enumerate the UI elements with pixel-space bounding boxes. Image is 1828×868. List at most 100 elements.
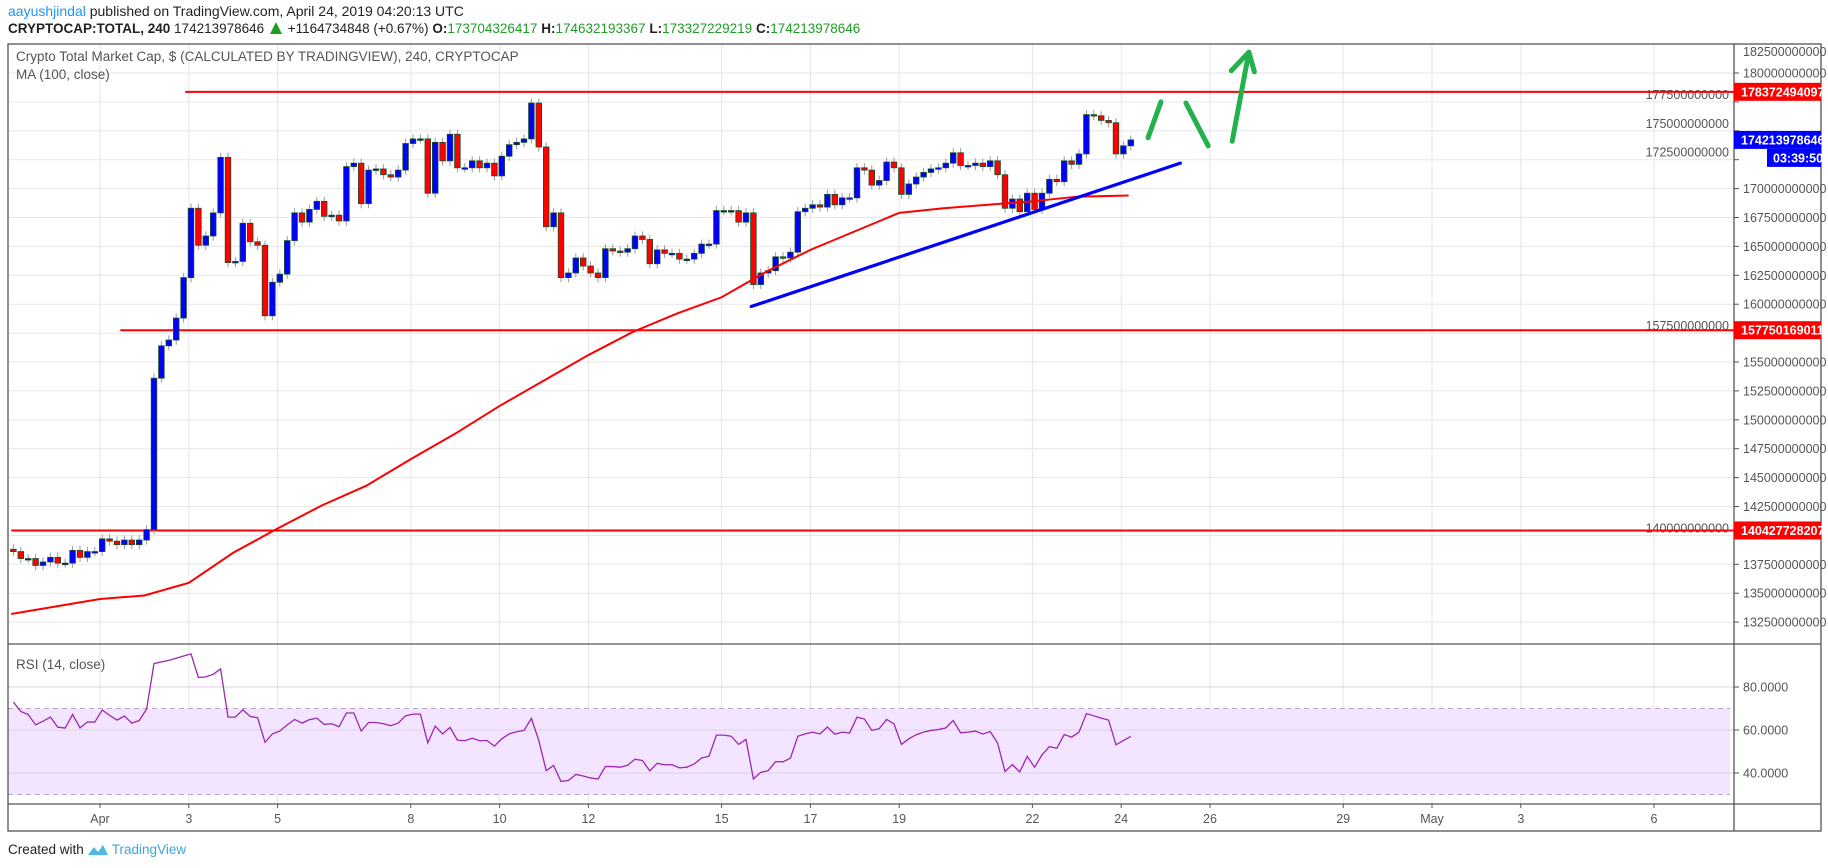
candle	[920, 167, 927, 182]
candle-up-body	[839, 197, 846, 206]
last-price-label-bg	[1734, 130, 1821, 149]
candle-down-body	[76, 550, 84, 558]
rsi-legend[interactable]: RSI (14, close)	[16, 657, 106, 672]
candle-up-body	[802, 207, 809, 213]
price-line-label-bg	[1734, 82, 1821, 101]
candle	[831, 189, 838, 210]
open-label: O:	[432, 21, 448, 36]
candle-up-body	[468, 160, 476, 169]
candle-down-body	[831, 193, 838, 206]
candle	[942, 158, 949, 173]
candle-up-body	[698, 243, 705, 254]
candle	[498, 151, 505, 181]
candle-up-body	[446, 133, 454, 162]
candle-up-body	[69, 550, 76, 564]
candle-down-body	[1068, 160, 1075, 165]
y-tick-label: 137500000000	[1743, 558, 1826, 572]
candle-down-body	[750, 212, 757, 285]
candle	[357, 158, 365, 209]
candle	[594, 268, 602, 283]
candle-down-body	[994, 160, 1001, 176]
candle	[320, 196, 328, 221]
candle	[935, 163, 942, 174]
candle	[1046, 174, 1053, 198]
candle	[195, 203, 202, 250]
candle-up-body	[927, 168, 935, 173]
tradingview-link[interactable]: TradingView	[111, 842, 187, 857]
x-tick-label: 22	[1025, 812, 1039, 826]
price-line-label: 157750169011	[1741, 324, 1824, 338]
x-tick-label: 29	[1336, 812, 1350, 826]
candle-down-body	[1016, 198, 1023, 213]
candle-down-body	[898, 167, 905, 195]
candle	[32, 553, 39, 571]
candle-up-body	[1046, 178, 1053, 194]
candle-up-body	[505, 144, 513, 157]
candle	[202, 231, 209, 250]
candle-up-body	[276, 273, 283, 283]
candle-up-body	[417, 138, 424, 141]
candle	[24, 553, 32, 564]
high-label: H:	[541, 21, 556, 36]
candle-up-body	[365, 169, 372, 205]
symbol: CRYPTOCAP:TOTAL, 240	[8, 21, 171, 36]
candle	[424, 134, 431, 198]
candle-up-body	[409, 138, 417, 144]
y-tick-label: 175000000000	[1646, 117, 1729, 131]
candle	[491, 158, 498, 181]
author-link[interactable]: aayushjindal	[8, 3, 86, 19]
series-title[interactable]: Crypto Total Market Cap, $ (CALCULATED B…	[16, 49, 519, 64]
candle-up-body	[824, 193, 831, 208]
candle-up-body	[809, 204, 816, 209]
candle	[143, 524, 150, 545]
candle	[505, 140, 513, 161]
candle	[742, 208, 750, 227]
candle-down-body	[335, 214, 343, 222]
candle-up-body	[772, 256, 779, 272]
x-tick-label: Apr	[90, 812, 109, 826]
candle-up-body	[513, 141, 520, 146]
candle-up-body	[461, 167, 468, 170]
candle	[735, 205, 742, 227]
low-value: 173327229219	[662, 21, 753, 36]
candle	[950, 148, 957, 168]
open-value: 173704326417	[447, 21, 538, 36]
candle-down-body	[128, 539, 135, 546]
candle	[876, 175, 883, 190]
candle	[54, 552, 61, 568]
candle-up-body	[846, 197, 853, 200]
candle	[639, 231, 646, 245]
candle-up-body	[39, 561, 47, 566]
x-tick-label: 8	[407, 812, 414, 826]
candle	[172, 313, 180, 345]
candle-down-body	[735, 210, 742, 223]
candle-up-body	[135, 539, 143, 546]
candle-up-body	[1075, 153, 1083, 165]
candle-up-body	[172, 317, 180, 341]
candle	[713, 205, 720, 249]
candle-up-body	[283, 240, 291, 275]
price-line-label-bg	[1734, 521, 1821, 540]
y-tick-label: 180000000000	[1743, 67, 1826, 81]
candle	[76, 545, 84, 562]
rsi-tick-label: 40.0000	[1743, 767, 1788, 781]
candle	[661, 245, 668, 258]
candle	[994, 156, 1001, 180]
candle-down-body	[535, 102, 542, 148]
candle	[84, 546, 91, 562]
candle	[853, 163, 861, 203]
candle	[580, 253, 587, 271]
ma-legend[interactable]: MA (100, close)	[16, 67, 110, 82]
candle-down-body	[543, 146, 550, 228]
candle-up-body	[343, 166, 350, 222]
x-tick-label: 3	[185, 812, 192, 826]
candle	[17, 546, 24, 564]
rsi-line	[12, 653, 1132, 783]
candle	[683, 254, 690, 264]
candle-up-body	[84, 551, 91, 558]
candle-up-body	[232, 261, 239, 264]
close-label: C:	[755, 21, 771, 36]
candle	[187, 203, 195, 283]
candle	[846, 193, 853, 203]
